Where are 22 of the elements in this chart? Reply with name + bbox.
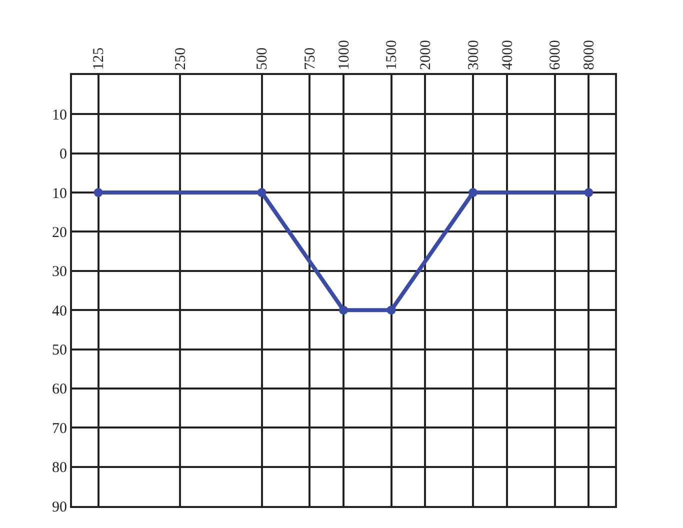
x-tick-label: 500	[254, 48, 271, 70]
x-tick-label: 250	[172, 48, 189, 70]
x-tick-label: 125	[91, 48, 108, 70]
x-tick-label: 4000	[500, 40, 516, 70]
x-tick-label: 8000	[582, 40, 598, 70]
y-tick-label: 10	[52, 186, 67, 202]
y-tick-label: 80	[52, 460, 67, 476]
y-tick-label: 70	[52, 420, 67, 437]
x-tick-label: 1500	[384, 40, 400, 70]
y-tick-label: 90	[52, 499, 67, 516]
y-tick-label: 10	[52, 107, 67, 124]
y-tick-label: 40	[52, 303, 67, 320]
x-tick-label: 6000	[548, 40, 564, 70]
y-tick-label: 60	[52, 382, 67, 398]
x-tick-label: 1000	[336, 40, 352, 70]
y-tick-label: 30	[52, 264, 67, 280]
y-tick-label: 50	[52, 342, 67, 359]
y-tick-label: 20	[52, 224, 67, 241]
x-tick-label: 2000	[418, 40, 434, 70]
x-tick-label: 750	[302, 48, 318, 70]
y-tick-label: 0	[60, 146, 67, 163]
x-tick-label: 3000	[466, 40, 482, 70]
